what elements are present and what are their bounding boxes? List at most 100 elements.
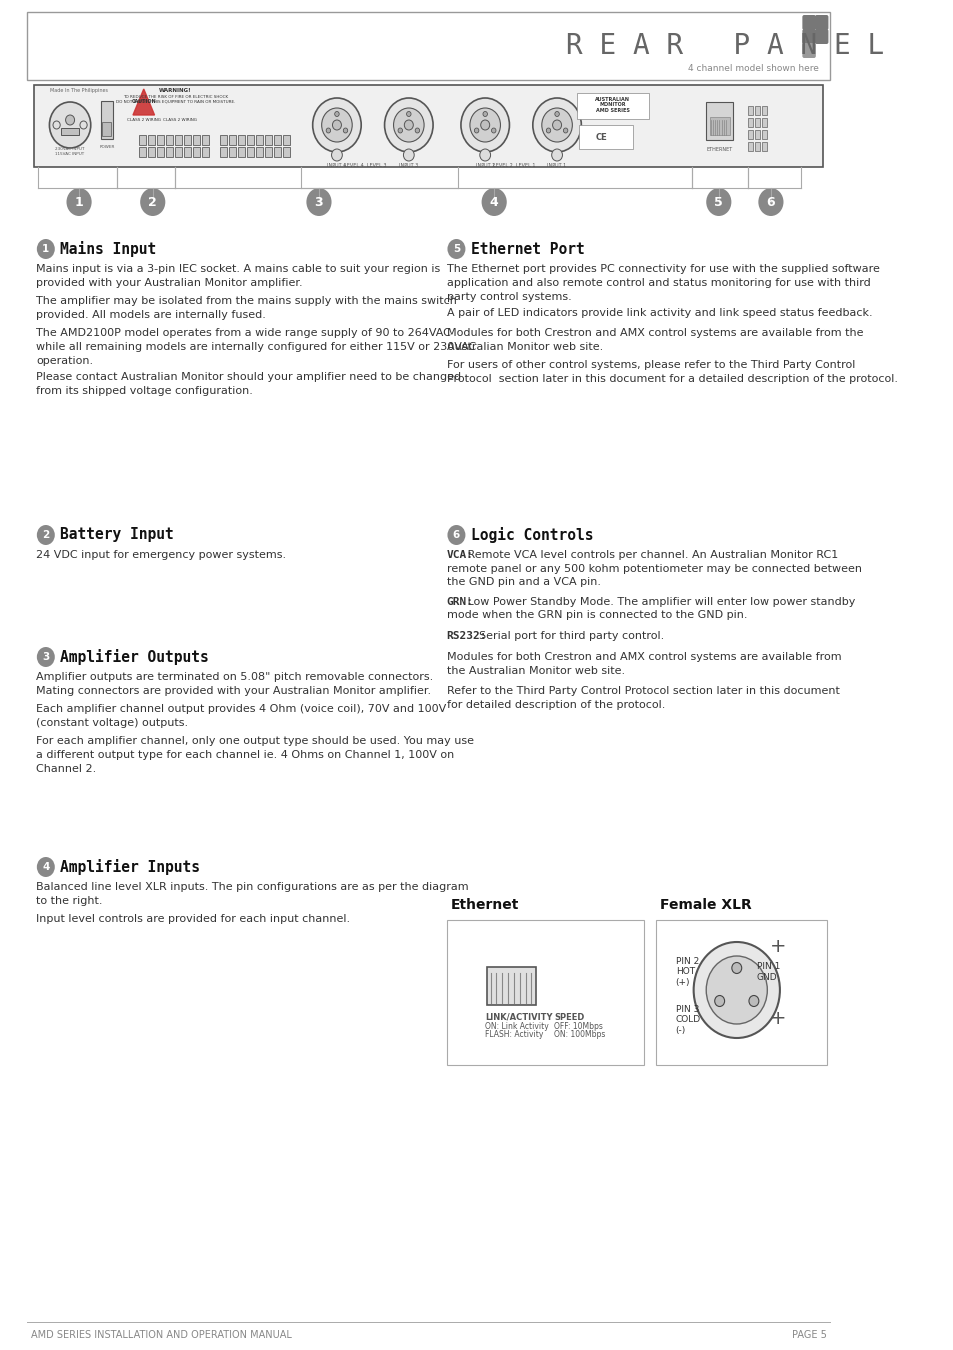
Text: ON: 100Mbps: ON: 100Mbps	[554, 1030, 605, 1040]
Text: VCA:: VCA:	[446, 549, 473, 560]
Circle shape	[491, 128, 496, 134]
Text: Mains Input: Mains Input	[60, 242, 156, 256]
Bar	[265, 147, 272, 157]
Bar	[34, 85, 822, 167]
Text: 6: 6	[766, 196, 775, 208]
FancyBboxPatch shape	[801, 15, 815, 30]
Text: Amplifier outputs are terminated on 5.08" pitch removable connectors.
Mating con: Amplifier outputs are terminated on 5.08…	[36, 672, 433, 697]
Circle shape	[37, 647, 54, 667]
Circle shape	[447, 239, 465, 259]
Bar	[202, 147, 209, 157]
Bar	[193, 135, 200, 144]
Text: R E A R   P A N E L: R E A R P A N E L	[565, 32, 883, 59]
Circle shape	[50, 103, 91, 148]
Text: ETHERNET: ETHERNET	[706, 147, 732, 153]
Text: 4: 4	[489, 196, 498, 208]
Bar	[761, 142, 766, 151]
Circle shape	[67, 188, 91, 216]
Bar	[656, 919, 825, 1065]
Bar	[193, 147, 200, 157]
Text: The AMD2100P model operates from a wide range supply of 90 to 264VAC
while all r: The AMD2100P model operates from a wide …	[36, 328, 476, 366]
Text: Female XLR: Female XLR	[659, 898, 751, 913]
Text: Balanced line level XLR inputs. The pin configurations are as per the diagram
to: Balanced line level XLR inputs. The pin …	[36, 882, 468, 906]
Text: AUSTRALIAN
MONITOR
AMD SERIES: AUSTRALIAN MONITOR AMD SERIES	[595, 97, 630, 113]
Text: Made In The Philippines: Made In The Philippines	[50, 88, 108, 93]
Bar	[220, 147, 227, 157]
Bar	[265, 135, 272, 144]
Bar	[202, 135, 209, 144]
Bar	[255, 135, 263, 144]
Bar	[578, 126, 632, 148]
FancyBboxPatch shape	[801, 43, 815, 58]
Circle shape	[326, 128, 331, 134]
Circle shape	[332, 148, 342, 161]
Bar	[100, 101, 113, 139]
Text: A pair of LED indicators provide link activity and link speed status feedback.: A pair of LED indicators provide link ac…	[446, 309, 871, 319]
Bar	[238, 135, 245, 144]
Text: TO REDUCE THE RISK OF FIRE OR ELECTRIC SHOCK
DO NOT EXPOSE THIS EQUIPMENT TO RAI: TO REDUCE THE RISK OF FIRE OR ELECTRIC S…	[115, 95, 234, 104]
FancyBboxPatch shape	[814, 28, 827, 45]
FancyBboxPatch shape	[801, 28, 815, 45]
Bar	[238, 147, 245, 157]
Circle shape	[394, 108, 424, 142]
Bar	[229, 147, 236, 157]
Text: PIN 2
HOT
(+): PIN 2 HOT (+)	[675, 957, 699, 987]
Circle shape	[415, 128, 419, 134]
Circle shape	[555, 112, 558, 116]
Text: Amplifier Inputs: Amplifier Inputs	[60, 859, 200, 875]
Circle shape	[397, 128, 402, 134]
Circle shape	[748, 995, 758, 1007]
Bar	[747, 117, 752, 127]
Text: 4 channel model shown here: 4 channel model shown here	[687, 63, 818, 73]
Bar	[747, 130, 752, 139]
Circle shape	[714, 995, 724, 1007]
Text: Remote VCA level controls per channel. An Australian Monitor RC1: Remote VCA level controls per channel. A…	[463, 549, 837, 560]
Text: GRN:: GRN:	[446, 597, 473, 608]
Circle shape	[321, 108, 352, 142]
Circle shape	[37, 857, 54, 878]
Text: OFF: 10Mbps: OFF: 10Mbps	[554, 1022, 602, 1031]
Bar	[761, 107, 766, 115]
Bar	[274, 135, 281, 144]
Circle shape	[306, 188, 332, 216]
Text: 2: 2	[149, 196, 157, 208]
Text: WARNING!: WARNING!	[159, 88, 192, 93]
Text: Serial port for third party control.: Serial port for third party control.	[472, 630, 664, 641]
Text: Ethernet: Ethernet	[451, 898, 518, 913]
Text: FLASH: Activity: FLASH: Activity	[485, 1030, 543, 1040]
Polygon shape	[132, 89, 154, 115]
Text: +: +	[769, 937, 785, 956]
Text: LEVEL 2  LEVEL 1: LEVEL 2 LEVEL 1	[492, 163, 535, 167]
Text: 1: 1	[42, 244, 50, 254]
Bar	[27, 12, 829, 80]
Circle shape	[343, 128, 348, 134]
Circle shape	[406, 112, 411, 116]
Text: Low Power Standby Mode. The amplifier will enter low power standby: Low Power Standby Mode. The amplifier wi…	[463, 597, 854, 608]
Circle shape	[481, 188, 506, 216]
Circle shape	[403, 148, 414, 161]
Circle shape	[551, 148, 562, 161]
Circle shape	[731, 963, 740, 973]
Circle shape	[541, 108, 572, 142]
Circle shape	[313, 99, 361, 153]
Circle shape	[705, 188, 731, 216]
Circle shape	[460, 99, 509, 153]
Text: For users of other control systems, please refer to the Third Party Control
Prot: For users of other control systems, plea…	[446, 360, 897, 383]
Text: ON: Link Activity: ON: Link Activity	[485, 1022, 548, 1031]
Text: LEVEL 4  LEVEL 3: LEVEL 4 LEVEL 3	[344, 163, 387, 167]
Text: INPUT 2: INPUT 2	[475, 163, 495, 167]
Bar	[577, 93, 648, 119]
Text: 1: 1	[74, 196, 83, 208]
Circle shape	[705, 956, 766, 1025]
Text: Logic Controls: Logic Controls	[471, 526, 593, 543]
Circle shape	[140, 188, 165, 216]
Text: 6: 6	[453, 531, 459, 540]
Circle shape	[335, 112, 339, 116]
Bar	[761, 130, 766, 139]
Text: INPUT 3: INPUT 3	[398, 163, 418, 167]
Text: CAUTION: CAUTION	[132, 99, 156, 104]
Bar	[705, 103, 733, 140]
Text: INPUT 1: INPUT 1	[547, 163, 566, 167]
Bar	[247, 135, 254, 144]
Text: PIN 1
GND: PIN 1 GND	[756, 963, 780, 981]
